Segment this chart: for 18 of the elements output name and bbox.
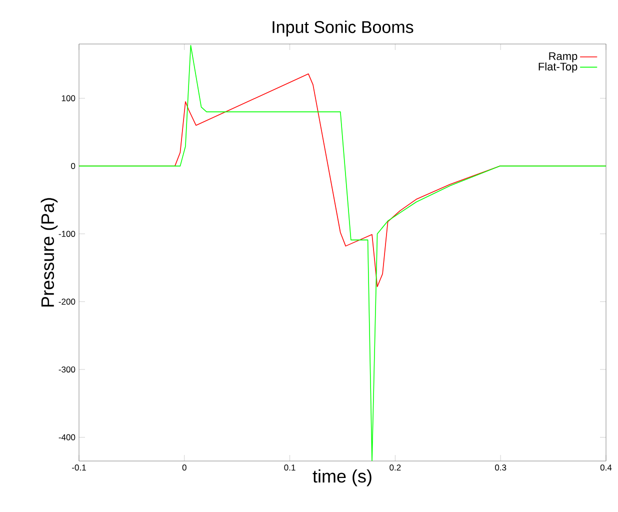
y-tick-label: -300 — [58, 366, 76, 372]
y-tick-label: -100 — [58, 230, 76, 237]
legend-label: Flat-Top — [538, 62, 578, 73]
x-tick-label: 0.4 — [600, 464, 612, 471]
x-tick-label: 0.1 — [284, 464, 296, 471]
y-tick-label: 100 — [62, 95, 76, 102]
y-tick-label: -400 — [58, 434, 76, 440]
y-axis-title: Pressure (Pa) — [40, 198, 58, 307]
legend-label: Ramp — [549, 52, 578, 62]
x-tick-label: 0.2 — [390, 464, 401, 471]
x-tick-label: 0 — [182, 464, 186, 471]
x-tick-label: -0.1 — [72, 464, 86, 471]
x-axis-title: time (s) — [312, 469, 372, 486]
line-series — [79, 44, 606, 461]
y-tick-label: -200 — [58, 298, 76, 305]
y-tick-label: 0 — [71, 163, 76, 170]
chart-title: Input Sonic Booms — [272, 20, 414, 36]
x-tick-label: 0.3 — [495, 464, 506, 471]
